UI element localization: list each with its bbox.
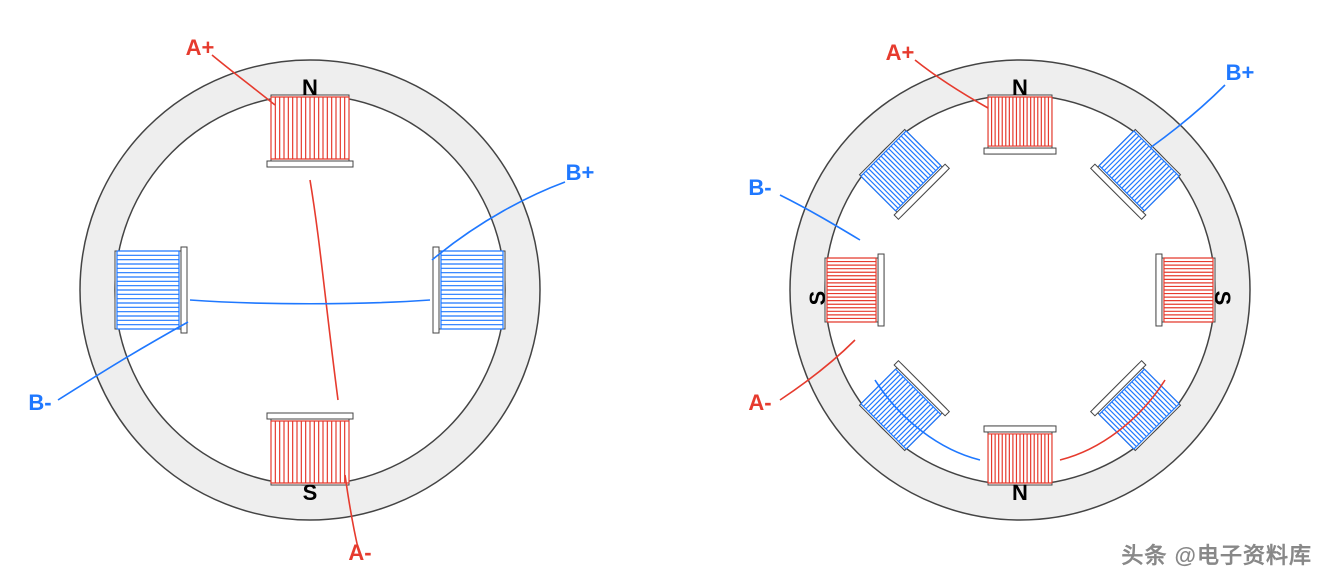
diagram-canvas: N S A+ A- B+ B- N N S S A+ A- B+ B- <box>0 0 1322 576</box>
pole-label: S <box>805 291 830 306</box>
terminal-label: A+ <box>886 40 915 65</box>
stator-tooth <box>433 247 505 333</box>
stator-tooth <box>115 247 187 333</box>
pole-label: S <box>1210 291 1235 306</box>
terminal-label: B- <box>28 390 51 415</box>
pole-label: N <box>1012 75 1028 100</box>
stator-tooth <box>267 413 353 485</box>
stator-tooth <box>1156 254 1215 326</box>
four-pole-motor: N S A+ A- B+ B- <box>28 35 594 565</box>
pole-label: N <box>302 75 318 100</box>
terminal-label: B- <box>748 175 771 200</box>
pole-label: S <box>303 480 318 505</box>
terminal-label: B+ <box>566 160 595 185</box>
terminal-label: A- <box>748 390 771 415</box>
stator-tooth <box>984 95 1056 154</box>
stator-tooth <box>825 254 884 326</box>
eight-pole-motor: N N S S A+ A- B+ B- <box>748 40 1254 520</box>
terminal-label: B+ <box>1226 60 1255 85</box>
terminal-label: A+ <box>186 35 215 60</box>
stator-tooth <box>984 426 1056 485</box>
stator-tooth <box>267 95 353 167</box>
terminal-label: A- <box>348 540 371 565</box>
watermark-text: 头条 @电子资料库 <box>1121 538 1312 570</box>
pole-label: N <box>1012 480 1028 505</box>
